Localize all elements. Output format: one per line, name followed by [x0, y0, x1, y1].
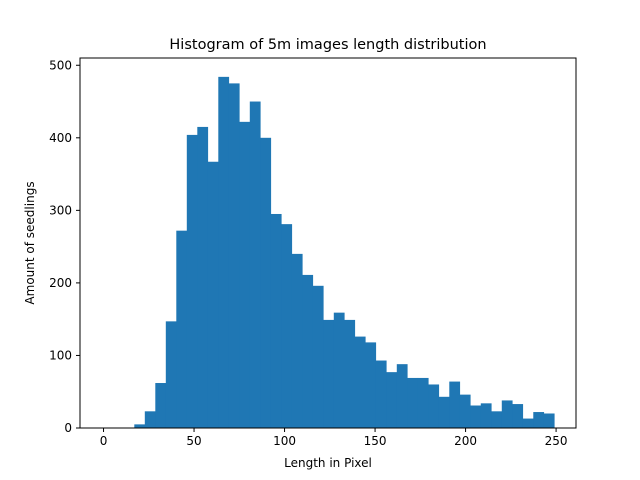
histogram-bar — [239, 121, 251, 428]
y-axis-ticks: 0 100 200 300 400 500 — [49, 58, 80, 435]
histogram-bar — [165, 321, 177, 428]
histogram-bar — [333, 312, 345, 428]
histogram-bar — [449, 381, 461, 428]
y-tick-label: 500 — [49, 58, 72, 72]
histogram-bar — [207, 161, 219, 428]
histogram-bar — [270, 213, 282, 428]
histogram-bar — [470, 405, 482, 428]
x-tick-label: 0 — [100, 434, 108, 448]
plot-frame — [79, 57, 577, 429]
histogram-bar — [144, 411, 156, 428]
histogram-bar — [176, 230, 188, 428]
histogram-bar — [386, 372, 398, 428]
histogram-bar — [260, 137, 272, 428]
histogram-bar — [302, 274, 314, 428]
histogram-bar — [249, 101, 261, 428]
histogram-bar — [228, 83, 240, 429]
histogram-bar — [312, 285, 324, 428]
histogram-bar — [323, 319, 335, 428]
histogram-bar — [533, 412, 545, 428]
histogram-bar — [344, 319, 356, 428]
histogram-bar — [354, 336, 366, 428]
histogram-bar — [480, 403, 492, 428]
histogram-bar — [396, 364, 408, 428]
histogram-bar — [218, 76, 230, 429]
x-axis-ticks: 0 50 100 150 200 250 — [100, 428, 568, 448]
x-tick-label: 150 — [364, 434, 387, 448]
x-tick-label: 200 — [454, 434, 477, 448]
histogram-bar — [291, 253, 303, 428]
histogram-bar — [155, 383, 167, 428]
histogram-bar — [522, 418, 534, 428]
y-tick-label: 0 — [64, 421, 72, 435]
histogram-bar — [459, 394, 471, 428]
histogram-bar — [375, 360, 387, 428]
y-tick-label: 100 — [49, 348, 72, 362]
histogram-bar — [186, 134, 198, 428]
histogram-bar — [417, 377, 429, 428]
x-tick-label: 250 — [545, 434, 568, 448]
histogram-bar — [543, 413, 555, 428]
chart-title: Histogram of 5m images length distributi… — [169, 37, 486, 53]
histogram-bar — [365, 342, 377, 428]
x-axis-label: Length in Pixel — [284, 456, 372, 470]
histogram-bar — [281, 224, 293, 428]
histogram-bar — [428, 384, 440, 428]
x-tick-label: 100 — [273, 434, 296, 448]
histogram-bar — [407, 377, 419, 428]
y-axis-label: Amount of seedlings — [23, 181, 37, 304]
histogram-bar — [134, 424, 146, 428]
histogram-bar — [438, 396, 450, 428]
histogram-bar — [512, 404, 524, 428]
histogram-bar — [501, 400, 513, 428]
x-tick-label: 50 — [186, 434, 201, 448]
histogram-bar — [491, 411, 503, 428]
histogram-bar — [197, 126, 209, 428]
y-tick-label: 200 — [49, 276, 72, 290]
y-tick-label: 400 — [49, 131, 72, 145]
bars-group — [134, 76, 555, 429]
y-tick-label: 300 — [49, 203, 72, 217]
